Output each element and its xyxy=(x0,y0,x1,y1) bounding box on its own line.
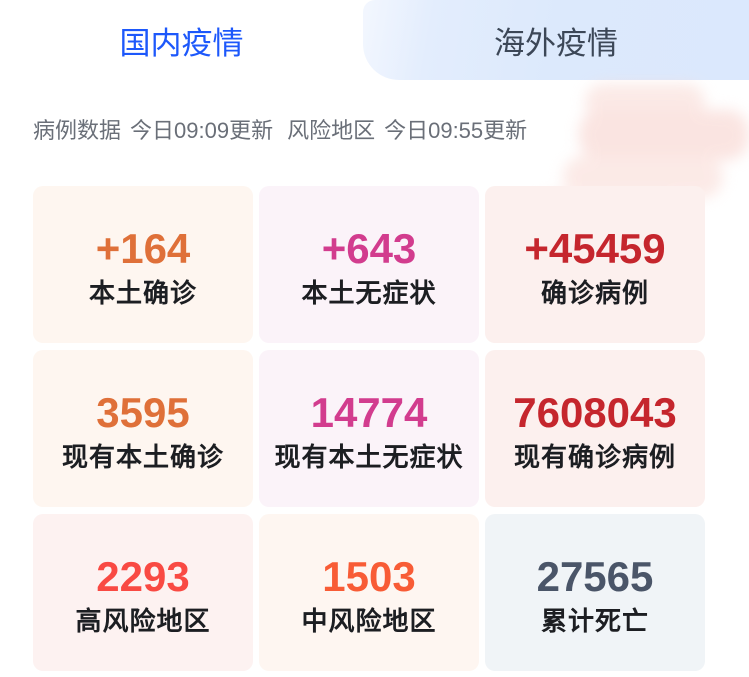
stat-card[interactable]: 7608043 现有确诊病例 xyxy=(485,350,705,507)
update-info: 病例数据 今日09:09更新 风险地区 今日09:55更新 xyxy=(33,116,527,146)
stat-card[interactable]: 3595 现有本土确诊 xyxy=(33,350,253,507)
stat-card[interactable]: +45459 确诊病例 xyxy=(485,186,705,343)
stat-label: 现有确诊病例 xyxy=(513,441,676,472)
risk-update-time: 今日09:55更新 xyxy=(384,118,528,143)
stat-value: 1503 xyxy=(322,552,416,600)
stat-label: 现有本土确诊 xyxy=(61,441,224,472)
stat-value: +643 xyxy=(321,224,417,272)
tab-overseas[interactable]: 海外疫情 xyxy=(363,0,749,80)
stat-value: 2293 xyxy=(96,552,190,600)
stat-label: 中风险地区 xyxy=(301,605,437,636)
stat-value: 3595 xyxy=(96,388,190,436)
stat-card[interactable]: 27565 累计死亡 xyxy=(485,514,705,671)
tab-domestic[interactable]: 国内疫情 xyxy=(0,0,363,80)
stat-value: 14774 xyxy=(310,388,428,436)
stat-card[interactable]: +164 本土确诊 xyxy=(33,186,253,343)
stat-value: 7608043 xyxy=(513,388,677,436)
risk-area-label: 风险地区 xyxy=(287,118,376,143)
stat-card[interactable]: +643 本土无症状 xyxy=(259,186,479,343)
stat-label: 现有本土无症状 xyxy=(274,441,464,472)
stat-value: 27565 xyxy=(536,552,654,600)
tab-bar: 国内疫情 海外疫情 xyxy=(0,0,749,80)
cases-data-label: 病例数据 xyxy=(33,118,122,143)
stats-grid: +164 本土确诊 +643 本土无症状 +45459 确诊病例 3595 现有… xyxy=(33,186,705,671)
stat-label: 本土确诊 xyxy=(88,277,197,308)
cases-update-time: 今日09:09更新 xyxy=(130,118,274,143)
stat-label: 确诊病例 xyxy=(540,277,649,308)
deco-blob xyxy=(585,84,705,120)
stat-card[interactable]: 14774 现有本土无症状 xyxy=(259,350,479,507)
stat-label: 累计死亡 xyxy=(540,605,649,636)
stat-label: 本土无症状 xyxy=(301,277,437,308)
stat-value: +45459 xyxy=(524,224,666,272)
stat-card[interactable]: 1503 中风险地区 xyxy=(259,514,479,671)
stat-label: 高风险地区 xyxy=(75,605,211,636)
stat-card[interactable]: 2293 高风险地区 xyxy=(33,514,253,671)
deco-blob xyxy=(579,110,749,160)
stat-value: +164 xyxy=(95,224,191,272)
